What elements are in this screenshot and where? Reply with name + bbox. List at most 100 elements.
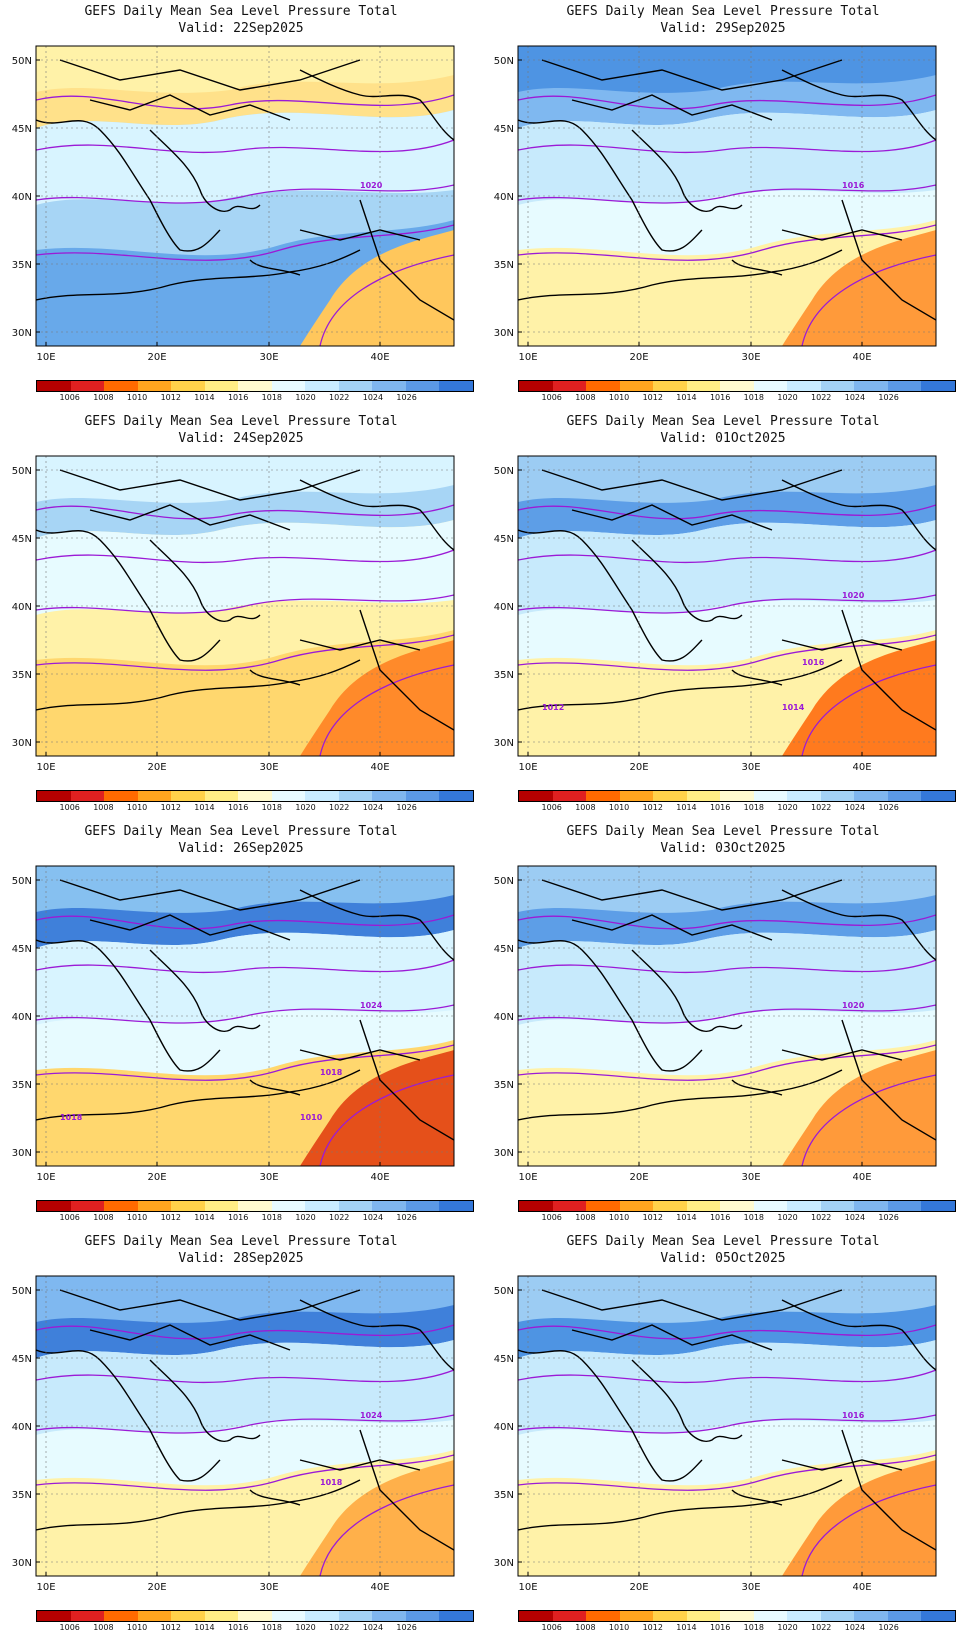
colorbar-swatch — [439, 1201, 473, 1211]
colorbar-labels: 1006 1008 1010 1012 1014 1016 1018 1020 1022 1024… — [36, 803, 474, 815]
coastline — [541, 1289, 843, 1321]
panel-title: GEFS Daily Mean Sea Level Pressure Total — [566, 414, 880, 429]
colorbar-swatch — [305, 381, 339, 391]
colorbar-label: 1018 — [261, 393, 283, 402]
coastline — [36, 119, 221, 252]
isobar-line — [801, 1484, 936, 1576]
pressure-band — [518, 930, 936, 1025]
colorbar-label: 1024 — [844, 803, 866, 812]
isobar-line — [518, 594, 936, 614]
panel-valid-date: Valid: 05Oct2025 — [660, 1251, 786, 1266]
colorbar-swatch — [619, 791, 654, 801]
panel-title: GEFS Daily Mean Sea Level Pressure Total — [84, 1234, 398, 1249]
colorbar-labels: 1006 1008 1010 1012 1014 1016 1018 1020 1022 1024… — [518, 1623, 956, 1635]
coastline — [36, 529, 221, 662]
latitude-label: 50N — [12, 56, 32, 67]
colorbar-swatch — [238, 1201, 272, 1211]
colorbar-swatch — [104, 1201, 138, 1211]
colorbar-swatch — [305, 1611, 339, 1621]
colorbar-swatch — [204, 381, 239, 391]
contour-label: 1020 — [360, 181, 383, 190]
coastline — [731, 1489, 783, 1506]
colorbar-label: 1006 — [541, 803, 562, 812]
colorbar-swatch — [137, 1611, 172, 1621]
colorbar-swatch — [238, 1611, 272, 1621]
contour-label: 1018 — [320, 1068, 343, 1077]
colorbar-swatch — [552, 1611, 587, 1621]
colorbar-label: 1026 — [878, 393, 899, 402]
colorbar-swatch — [619, 381, 654, 391]
colorbar-label: 1024 — [362, 1623, 384, 1632]
pressure-band — [300, 230, 454, 346]
coastline — [631, 129, 743, 212]
coastline — [299, 1459, 421, 1471]
panel-title: GEFS Daily Mean Sea Level Pressure Total — [566, 1234, 880, 1249]
longitude-label: 30E — [741, 762, 760, 773]
colorbar-label: 1022 — [329, 393, 350, 402]
colorbar-label: 1018 — [743, 1623, 765, 1632]
colorbar-label: 1018 — [261, 1213, 283, 1222]
colorbar-swatch — [921, 791, 955, 801]
coastline — [518, 1479, 843, 1531]
colorbar-swatch — [37, 1201, 71, 1211]
latitude-label: 35N — [494, 260, 514, 271]
coastline — [149, 129, 261, 212]
pressure-map: 1020 1016 1014 1012 50N 45N 40N 35N 30N 10E 20E 30E… — [494, 455, 937, 773]
colorbar-label: 1016 — [709, 803, 731, 812]
latitude-label: 45N — [494, 124, 514, 135]
longitude-label: 40E — [852, 762, 871, 773]
colorbar-label: 1024 — [362, 1213, 384, 1222]
colorbar-swatch — [753, 791, 788, 801]
pressure-band — [782, 230, 936, 346]
colorbar-label: 1006 — [541, 393, 562, 402]
colorbar-swatch — [171, 381, 205, 391]
isobar-line — [518, 184, 936, 204]
colorbar-swatch — [552, 381, 587, 391]
isobar-line — [319, 1484, 454, 1576]
coastline — [571, 1324, 773, 1351]
colorbar — [36, 380, 474, 392]
colorbar-swatch — [271, 381, 306, 391]
longitude-label: 40E — [370, 762, 389, 773]
pressure-band — [518, 46, 936, 93]
colorbar-swatch — [653, 381, 687, 391]
latitude-label: 30N — [12, 738, 32, 749]
colorbar-label: 1014 — [676, 1213, 697, 1222]
coastline — [59, 879, 361, 911]
colorbar-swatch — [586, 381, 620, 391]
colorbar-label: 1022 — [811, 393, 832, 402]
isobar-line — [319, 254, 454, 346]
forecast-panel: GEFS Daily Mean Sea Level Pressure Total… — [0, 0, 482, 410]
pressure-band — [782, 640, 936, 756]
latitude-label: 45N — [12, 1354, 32, 1365]
colorbar-labels: 1006 1008 1010 1012 1014 1016 1018 1020 1022 1024… — [36, 1213, 474, 1225]
panel-valid-date: Valid: 03Oct2025 — [660, 841, 786, 856]
isobar-line — [36, 594, 454, 614]
colorbar-label: 1010 — [608, 393, 630, 402]
isobar-line — [36, 504, 454, 520]
longitude-label: 40E — [852, 1172, 871, 1183]
colorbar-label: 1010 — [608, 1623, 630, 1632]
colorbar-label: 1020 — [777, 1213, 798, 1222]
coastline — [36, 1069, 361, 1121]
pressure-band — [36, 46, 454, 93]
coastline — [631, 1359, 743, 1442]
longitude-label: 40E — [370, 1582, 389, 1593]
coastline — [731, 259, 783, 276]
colorbar-label: 1026 — [396, 393, 417, 402]
latitude-label: 40N — [494, 1422, 514, 1433]
longitude-label: 20E — [629, 352, 648, 363]
isobar-line — [36, 184, 454, 204]
pressure-band — [36, 1276, 454, 1323]
latitude-label: 50N — [12, 876, 32, 887]
isobar-line — [801, 664, 936, 756]
contour-label: 1016 — [842, 1411, 865, 1420]
coastline — [36, 249, 361, 301]
longitude-label: 20E — [629, 1582, 648, 1593]
coastline — [89, 504, 291, 531]
colorbar-label: 1024 — [362, 803, 384, 812]
colorbar-swatch — [753, 1611, 788, 1621]
colorbar-label: 1024 — [844, 1623, 866, 1632]
colorbar-swatch — [653, 1611, 687, 1621]
colorbar-label: 1008 — [93, 1623, 114, 1632]
